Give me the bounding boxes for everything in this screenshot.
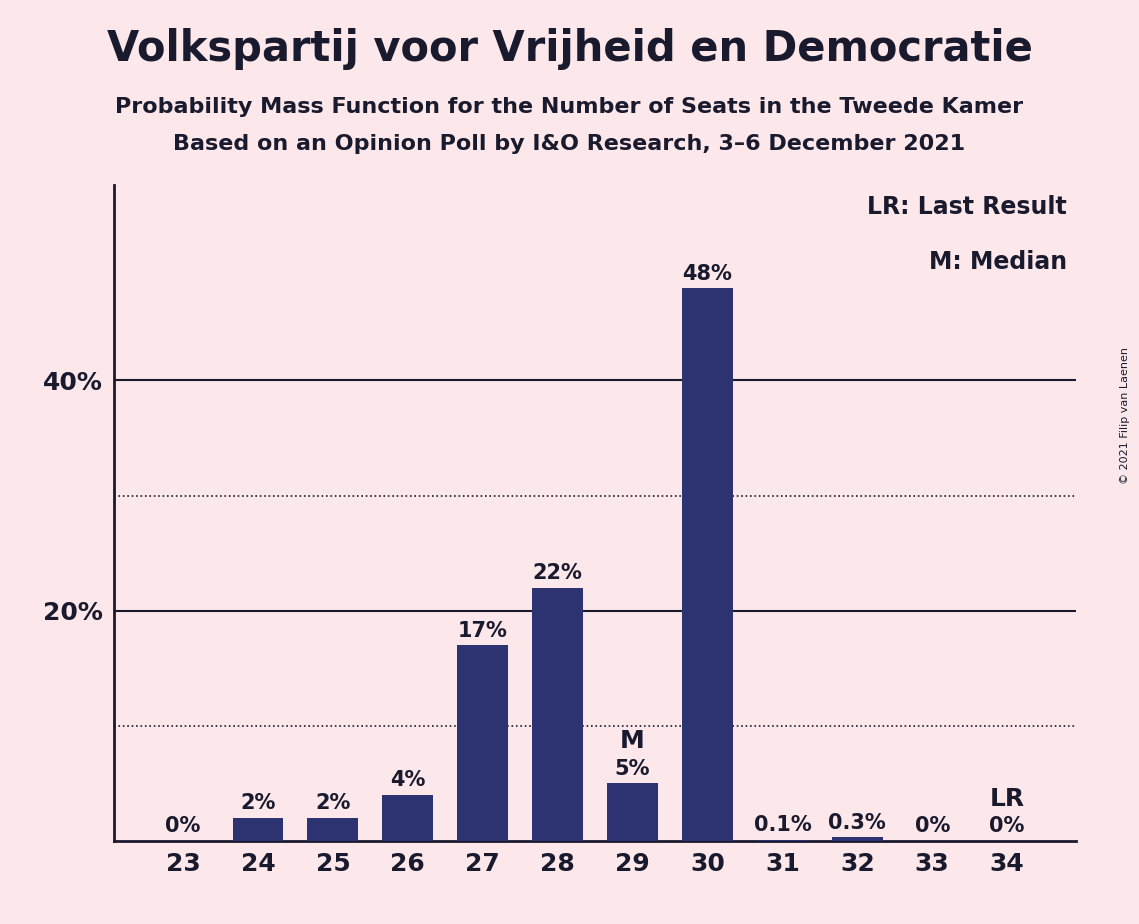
Text: Based on an Opinion Poll by I&O Research, 3–6 December 2021: Based on an Opinion Poll by I&O Research… — [173, 134, 966, 154]
Text: 22%: 22% — [533, 563, 583, 583]
Text: LR: LR — [990, 787, 1025, 811]
Text: Volkspartij voor Vrijheid en Democratie: Volkspartij voor Vrijheid en Democratie — [107, 28, 1032, 69]
Text: LR: Last Result: LR: Last Result — [867, 195, 1067, 219]
Bar — [831, 837, 883, 841]
Bar — [607, 784, 658, 841]
Text: 4%: 4% — [391, 771, 426, 790]
Bar — [308, 818, 359, 841]
Text: 0%: 0% — [165, 816, 200, 836]
Text: 2%: 2% — [316, 793, 351, 813]
Bar — [682, 288, 734, 841]
Text: © 2021 Filip van Laenen: © 2021 Filip van Laenen — [1121, 347, 1130, 484]
Text: 0%: 0% — [990, 816, 1025, 836]
Text: 48%: 48% — [682, 263, 732, 284]
Text: 0%: 0% — [915, 816, 950, 836]
Bar — [232, 818, 284, 841]
Bar — [532, 588, 583, 841]
Text: 5%: 5% — [615, 759, 650, 779]
Bar — [757, 840, 808, 841]
Bar — [383, 795, 433, 841]
Text: M: Median: M: Median — [928, 250, 1067, 274]
Text: 2%: 2% — [240, 793, 276, 813]
Text: M: M — [621, 729, 645, 753]
Text: Probability Mass Function for the Number of Seats in the Tweede Kamer: Probability Mass Function for the Number… — [115, 97, 1024, 117]
Text: 17%: 17% — [458, 621, 508, 640]
Text: 0.3%: 0.3% — [828, 813, 886, 833]
Bar — [457, 645, 508, 841]
Text: 0.1%: 0.1% — [754, 815, 811, 835]
